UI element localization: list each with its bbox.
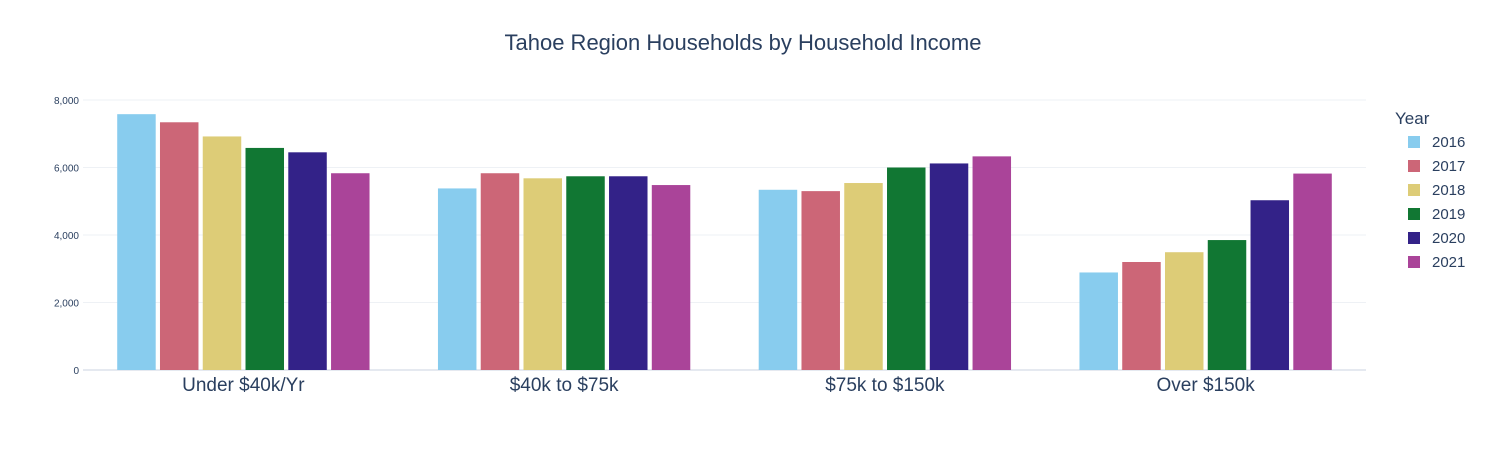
x-tick-label: $75k to $150k xyxy=(825,375,945,396)
legend-swatch xyxy=(1408,136,1420,148)
y-tick-label: 6,000 xyxy=(54,164,79,175)
bar-2020[interactable] xyxy=(929,163,969,370)
legend-item-2016[interactable]: 2016 xyxy=(1408,134,1465,151)
bar-2016[interactable] xyxy=(758,189,798,370)
y-tick-label: 8,000 xyxy=(54,96,79,107)
bar-2017[interactable] xyxy=(801,191,840,370)
legend-item-2020[interactable]: 2020 xyxy=(1408,230,1465,247)
bar-2016[interactable] xyxy=(1079,272,1118,370)
x-tick-label: $40k to $75k xyxy=(510,375,619,396)
y-tick-label: 2,000 xyxy=(54,299,79,310)
legend-item-2017[interactable]: 2017 xyxy=(1408,158,1465,175)
legend-title: Year xyxy=(1395,109,1430,128)
bar-2017[interactable] xyxy=(1122,262,1161,370)
legend-swatch xyxy=(1408,256,1420,268)
legend-label: 2018 xyxy=(1432,182,1465,199)
bar-2021[interactable] xyxy=(972,156,1012,370)
legend-swatch xyxy=(1408,208,1420,220)
bar-2020[interactable] xyxy=(609,176,648,370)
bar-2018[interactable] xyxy=(202,136,242,370)
bar-2019[interactable] xyxy=(245,147,285,370)
bar-2021[interactable] xyxy=(331,173,370,370)
bar-2016[interactable] xyxy=(437,188,477,370)
bar-2018[interactable] xyxy=(844,183,883,370)
legend-label: 2020 xyxy=(1432,230,1465,247)
bar-2021[interactable] xyxy=(1293,173,1332,370)
bar-2019[interactable] xyxy=(887,167,926,371)
legend-swatch xyxy=(1408,160,1420,172)
legend-swatch xyxy=(1408,184,1420,196)
bar-2019[interactable] xyxy=(566,176,605,370)
y-axis-ticks: 0 2,000 4,000 6,000 8,000 xyxy=(54,96,79,377)
bar-2017[interactable] xyxy=(480,173,520,370)
bar-2018[interactable] xyxy=(1164,252,1204,370)
legend[interactable]: Year 2016 2017 2018 2019 2020 2021 xyxy=(1395,109,1465,271)
legend-item-2018[interactable]: 2018 xyxy=(1408,182,1465,199)
legend-item-2021[interactable]: 2021 xyxy=(1408,254,1465,271)
y-tick-label: 0 xyxy=(73,366,79,377)
legend-label: 2016 xyxy=(1432,134,1465,151)
bar-2018[interactable] xyxy=(523,178,562,370)
bar-2021[interactable] xyxy=(651,185,691,370)
x-axis-ticks: Under $40k/Yr $40k to $75k $75k to $150k Ov… xyxy=(182,375,1255,396)
bar-2020[interactable] xyxy=(1250,200,1290,370)
bar-2019[interactable] xyxy=(1207,240,1247,370)
bar-2016[interactable] xyxy=(117,114,156,370)
x-tick-label: Over $150k xyxy=(1157,375,1256,396)
x-tick-label: Under $40k/Yr xyxy=(182,375,305,396)
chart-title: Tahoe Region Households by Household Inc… xyxy=(505,30,982,55)
y-tick-label: 4,000 xyxy=(54,231,79,242)
legend-label: 2021 xyxy=(1432,254,1465,271)
bar-2017[interactable] xyxy=(159,122,199,371)
legend-swatch xyxy=(1408,232,1420,244)
bars xyxy=(117,114,1332,371)
legend-label: 2019 xyxy=(1432,206,1465,223)
legend-item-2019[interactable]: 2019 xyxy=(1408,206,1465,223)
bar-2020[interactable] xyxy=(288,152,327,370)
legend-label: 2017 xyxy=(1432,158,1465,175)
